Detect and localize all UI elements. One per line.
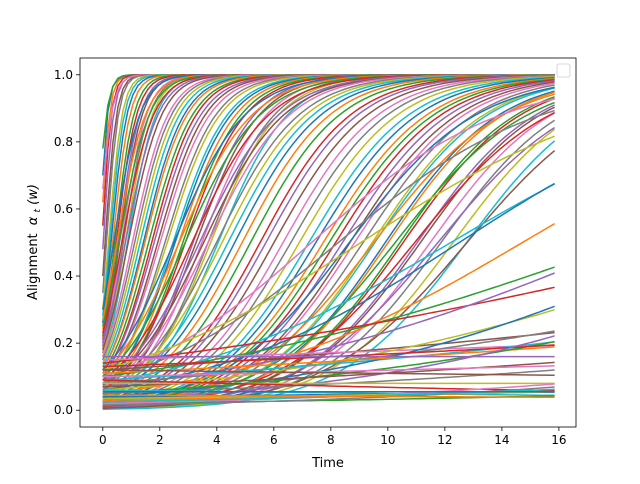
series-line (102, 344, 555, 361)
series-layer (102, 74, 556, 410)
x-tick-label: 10 (380, 433, 395, 447)
x-tick-label: 14 (494, 433, 509, 447)
series-line (102, 331, 555, 371)
plot-frame (79, 57, 577, 428)
x-tick-label: 12 (437, 433, 452, 447)
series-line (102, 75, 555, 405)
x-tick-label: 4 (213, 433, 221, 447)
series-line (102, 183, 555, 385)
series-line (102, 150, 556, 409)
series-line (102, 76, 555, 406)
series-line (102, 286, 555, 365)
y-axis-label-prefix: Alignment (26, 233, 41, 300)
x-tick-label: 16 (551, 433, 566, 447)
x-tick-label: 0 (99, 433, 107, 447)
y-axis: 0.0 0.2 0.4 0.6 0.8 1.0 (54, 68, 80, 417)
series-line (102, 93, 555, 406)
y-axis-label-suffix: (w) (26, 184, 41, 205)
x-axis: 0 2 4 6 8 10 12 14 16 (99, 427, 567, 447)
y-tick-label: 0.0 (54, 403, 73, 417)
series-line (102, 74, 555, 403)
x-tick-label: 6 (270, 433, 278, 447)
series-line (102, 346, 555, 375)
y-axis-label-sub: t (33, 208, 43, 212)
series-line (102, 135, 555, 371)
series-line (102, 365, 555, 378)
series-line (102, 394, 555, 399)
y-axis-label: Alignment α t (w) (26, 184, 44, 300)
x-tick-label: 8 (327, 433, 335, 447)
y-tick-label: 0.8 (54, 135, 73, 149)
y-tick-label: 1.0 (54, 68, 73, 82)
x-axis-label: Time (311, 456, 344, 471)
y-tick-label: 0.6 (54, 202, 73, 216)
y-tick-label: 0.2 (54, 336, 73, 350)
x-tick-label: 2 (156, 433, 164, 447)
series-line (102, 109, 555, 381)
series-line (102, 369, 555, 377)
y-tick-label: 0.4 (54, 269, 73, 283)
series-line (102, 78, 555, 407)
legend-box (556, 63, 571, 78)
y-axis-label-math: α (26, 216, 41, 225)
